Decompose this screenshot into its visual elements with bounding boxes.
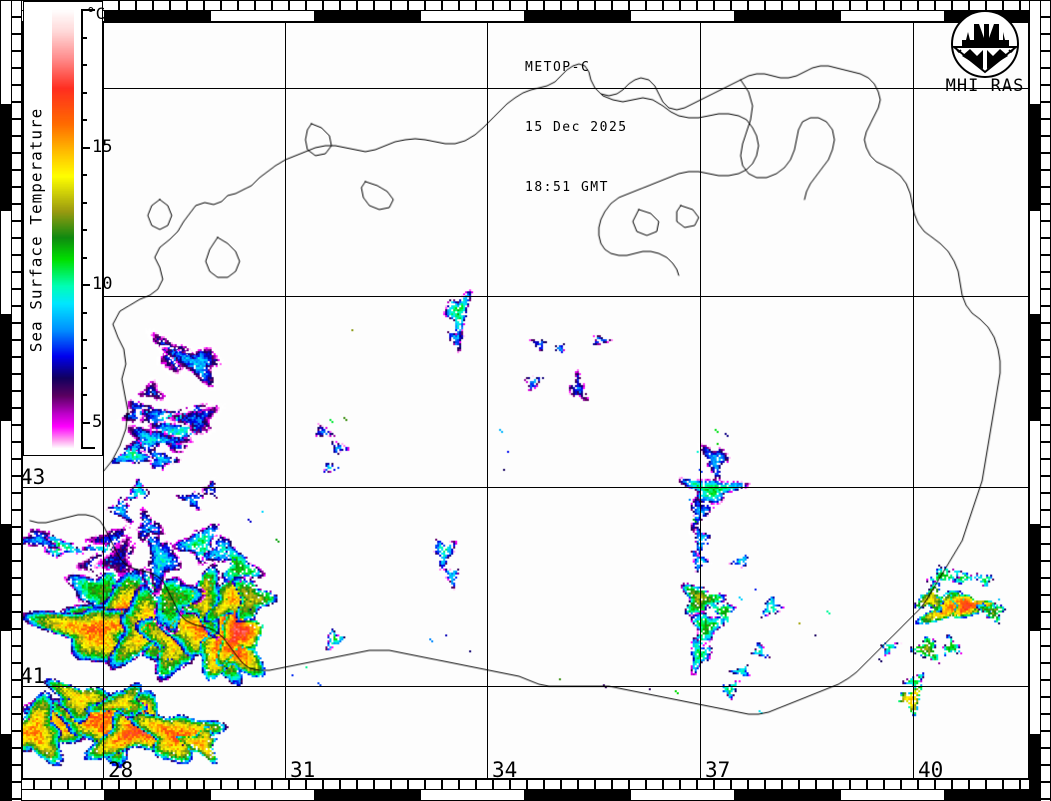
colorbar-minor-tick bbox=[81, 229, 87, 231]
latitude-tick-label: 41 bbox=[20, 664, 46, 688]
colorbar-major-tick bbox=[81, 146, 90, 149]
gridline-vertical bbox=[700, 23, 701, 778]
colorbar-axis-title-wrap: Sea Surface Temperature bbox=[22, 2, 50, 457]
acquisition-time: 18:51 GMT bbox=[525, 180, 609, 195]
colorbar-minor-tick bbox=[81, 64, 87, 66]
gridline-horizontal bbox=[23, 487, 1028, 488]
acquisition-date: 15 Dec 2025 bbox=[525, 120, 628, 135]
colorbar-tick-label: 15 bbox=[92, 136, 113, 157]
logo-label: MHI RAS bbox=[945, 76, 1025, 96]
colorbar-minor-tick bbox=[81, 311, 87, 314]
colorbar-minor-tick bbox=[81, 394, 87, 396]
colorbar-major-tick bbox=[81, 421, 90, 424]
colorbar-minor-tick bbox=[81, 256, 87, 259]
gridline-vertical bbox=[285, 23, 286, 778]
map-plot-area[interactable] bbox=[22, 22, 1029, 779]
longitude-tick-label: 37 bbox=[705, 758, 731, 782]
colorbar-gradient bbox=[52, 9, 74, 449]
colorbar-tick-label: 10 bbox=[92, 274, 113, 294]
product-header: METOP-C 15 Dec 2025 18:51 GMT bbox=[525, 18, 628, 238]
gridline-horizontal bbox=[23, 686, 1028, 687]
gridline-horizontal bbox=[23, 88, 1028, 89]
gridline-vertical bbox=[487, 23, 488, 778]
ruler-right bbox=[1029, 0, 1051, 801]
colorbar-panel: Sea Surface Temperature 15 10 5 °C bbox=[22, 1, 112, 457]
latitude-tick-label: 43 bbox=[20, 465, 46, 489]
gridline-vertical bbox=[913, 23, 914, 778]
colorbar-axis-title: Sea Surface Temperature bbox=[26, 107, 46, 352]
gridline-vertical bbox=[103, 23, 104, 778]
longitude-tick-label: 34 bbox=[492, 758, 518, 782]
colorbar-tick-label: 5 bbox=[92, 411, 103, 432]
colorbar-minor-tick bbox=[81, 36, 87, 39]
mhi-ras-emblem-icon bbox=[937, 6, 1033, 102]
colorbar-major-tick bbox=[81, 284, 90, 286]
gridline-horizontal bbox=[23, 296, 1028, 297]
colorbar-minor-tick bbox=[81, 91, 87, 94]
colorbar-unit-label: °C bbox=[86, 4, 106, 23]
longitude-tick-label: 40 bbox=[918, 758, 944, 782]
ruler-bottom bbox=[0, 779, 1051, 801]
colorbar-minor-tick bbox=[81, 119, 87, 121]
longitude-tick-label: 28 bbox=[108, 758, 134, 782]
colorbar-minor-tick bbox=[81, 201, 87, 204]
longitude-tick-label: 31 bbox=[290, 758, 316, 782]
colorbar-minor-tick bbox=[81, 174, 87, 176]
sst-raster-layer bbox=[23, 23, 1028, 778]
colorbar-minor-tick bbox=[81, 366, 87, 369]
ruler-left bbox=[0, 0, 22, 801]
satellite-name: METOP-C bbox=[525, 60, 591, 75]
colorbar-minor-tick bbox=[81, 339, 87, 341]
